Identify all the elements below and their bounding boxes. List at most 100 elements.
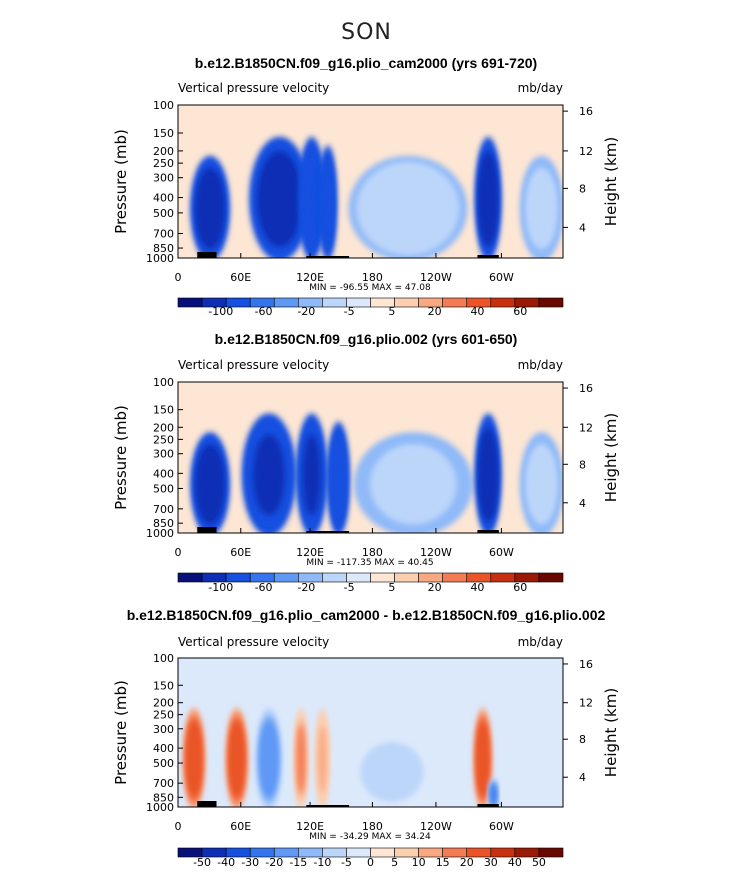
y-tick-label: 150 bbox=[153, 404, 174, 417]
colorbar-label: 15 bbox=[436, 856, 450, 869]
colorbar-label: -15 bbox=[289, 856, 307, 869]
x-tick-label: 120E bbox=[296, 546, 324, 559]
topography bbox=[197, 252, 217, 258]
colorbar-swatch bbox=[394, 572, 419, 583]
topography bbox=[477, 804, 499, 807]
colorbar-label: 20 bbox=[460, 856, 474, 869]
y-right-tick-label: 4 bbox=[579, 221, 586, 234]
y-tick-label: 300 bbox=[153, 172, 174, 185]
y-tick-label: 200 bbox=[153, 145, 174, 158]
x-tick-label: 180 bbox=[362, 820, 383, 833]
colorbar-label: 40 bbox=[470, 305, 484, 318]
page-title: SON bbox=[341, 20, 392, 45]
y-axis-label: Pressure (mb) bbox=[112, 680, 130, 785]
y-right-tick-label: 8 bbox=[579, 733, 586, 746]
colorbar-swatch bbox=[273, 297, 299, 308]
y-right-tick-label: 12 bbox=[579, 421, 593, 434]
y-tick-label: 200 bbox=[153, 697, 174, 710]
y-tick-label: 400 bbox=[153, 742, 174, 755]
y-right-tick-label: 16 bbox=[579, 382, 593, 395]
colorbar-label: -5 bbox=[344, 305, 355, 318]
y-right-tick-label: 16 bbox=[579, 658, 593, 671]
panel-title: b.e12.B1850CN.f09_g16.plio_cam2000 - b.e… bbox=[127, 607, 606, 623]
topography bbox=[477, 255, 499, 258]
y-right-tick-label: 8 bbox=[579, 182, 586, 195]
colorbar-label: -100 bbox=[208, 305, 233, 318]
contour-level bbox=[187, 725, 201, 793]
colorbar-label: 0 bbox=[367, 856, 374, 869]
x-tick-label: 60E bbox=[230, 271, 251, 284]
contour-level bbox=[261, 725, 277, 793]
colorbar-label: 5 bbox=[388, 305, 395, 318]
y-tick-label: 250 bbox=[153, 157, 174, 170]
min-max-stats: MIN = -117.35 MAX = 40.45 bbox=[306, 558, 433, 568]
x-tick-label: 120E bbox=[296, 820, 324, 833]
y-right-tick-label: 4 bbox=[579, 771, 586, 784]
x-tick-label: 60W bbox=[489, 820, 514, 833]
y-right-tick-label: 8 bbox=[579, 458, 586, 471]
panel-subtitle-left: Vertical pressure velocity bbox=[178, 81, 329, 95]
colorbar-label: -50 bbox=[193, 856, 211, 869]
y-tick-label: 300 bbox=[153, 723, 174, 736]
colorbar-label: 20 bbox=[428, 581, 442, 594]
y-tick-label: 300 bbox=[153, 448, 174, 461]
y-axis-right-label: Height (km) bbox=[602, 688, 620, 777]
y-tick-label: 100 bbox=[153, 376, 174, 389]
topography bbox=[306, 256, 350, 258]
panel-title: b.e12.B1850CN.f09_g16.plio.002 (yrs 601-… bbox=[215, 331, 518, 347]
colorbar-label: -5 bbox=[344, 581, 355, 594]
x-tick-label: 60W bbox=[489, 546, 514, 559]
colorbar-label: 60 bbox=[513, 581, 527, 594]
y-axis-label: Pressure (mb) bbox=[112, 405, 130, 510]
contour-level bbox=[252, 434, 285, 516]
contour-level bbox=[480, 158, 496, 240]
colorbar-swatch bbox=[538, 847, 564, 858]
min-max-stats: MIN = -34.29 MAX = 34.24 bbox=[309, 832, 431, 842]
y-tick-label: 850 bbox=[153, 242, 174, 255]
topography bbox=[306, 805, 350, 807]
contour-level bbox=[366, 746, 418, 798]
contour-level bbox=[261, 158, 298, 240]
colorbar-label: 40 bbox=[508, 856, 522, 869]
colorbar-swatch bbox=[177, 572, 203, 583]
y-tick-label: 1000 bbox=[146, 527, 174, 540]
y-tick-label: 850 bbox=[153, 517, 174, 530]
contour-level bbox=[198, 173, 222, 244]
x-tick-label: 0 bbox=[175, 271, 182, 284]
y-tick-label: 500 bbox=[153, 207, 174, 220]
contour-level bbox=[372, 173, 444, 244]
y-tick-label: 700 bbox=[153, 228, 174, 241]
colorbar-label: -20 bbox=[297, 581, 315, 594]
contour-level bbox=[528, 173, 555, 244]
panel-subtitle-left: Vertical pressure velocity bbox=[178, 358, 329, 372]
chart-panel-3: b.e12.B1850CN.f09_g16.plio_cam2000 - b.e… bbox=[112, 607, 620, 869]
colorbar-label: -100 bbox=[208, 581, 233, 594]
y-axis-label: Pressure (mb) bbox=[112, 129, 130, 234]
contour-level bbox=[302, 434, 321, 516]
y-tick-label: 250 bbox=[153, 433, 174, 446]
contour-level bbox=[230, 725, 244, 793]
colorbar-label: -40 bbox=[217, 856, 235, 869]
y-tick-label: 400 bbox=[153, 192, 174, 205]
x-tick-label: 120E bbox=[296, 271, 324, 284]
colorbar-label: 60 bbox=[513, 305, 527, 318]
colorbar-swatch bbox=[490, 297, 516, 308]
colorbar-label: 50 bbox=[532, 856, 546, 869]
contour-level bbox=[528, 449, 555, 519]
y-right-tick-label: 12 bbox=[579, 145, 593, 158]
x-tick-label: 180 bbox=[362, 271, 383, 284]
contour-level bbox=[377, 449, 449, 519]
contour-level bbox=[322, 164, 333, 242]
y-tick-label: 500 bbox=[153, 482, 174, 495]
panel-subtitle-left: Vertical pressure velocity bbox=[178, 635, 329, 649]
colorbar-swatch bbox=[273, 572, 299, 583]
plot-frame bbox=[177, 381, 564, 534]
x-tick-label: 0 bbox=[175, 820, 182, 833]
y-tick-label: 850 bbox=[153, 791, 174, 804]
y-tick-label: 100 bbox=[153, 652, 174, 665]
contour-level bbox=[332, 441, 345, 517]
colorbar-swatch bbox=[538, 572, 564, 583]
y-tick-label: 100 bbox=[153, 99, 174, 112]
topography bbox=[306, 531, 350, 533]
y-right-tick-label: 12 bbox=[579, 697, 593, 710]
